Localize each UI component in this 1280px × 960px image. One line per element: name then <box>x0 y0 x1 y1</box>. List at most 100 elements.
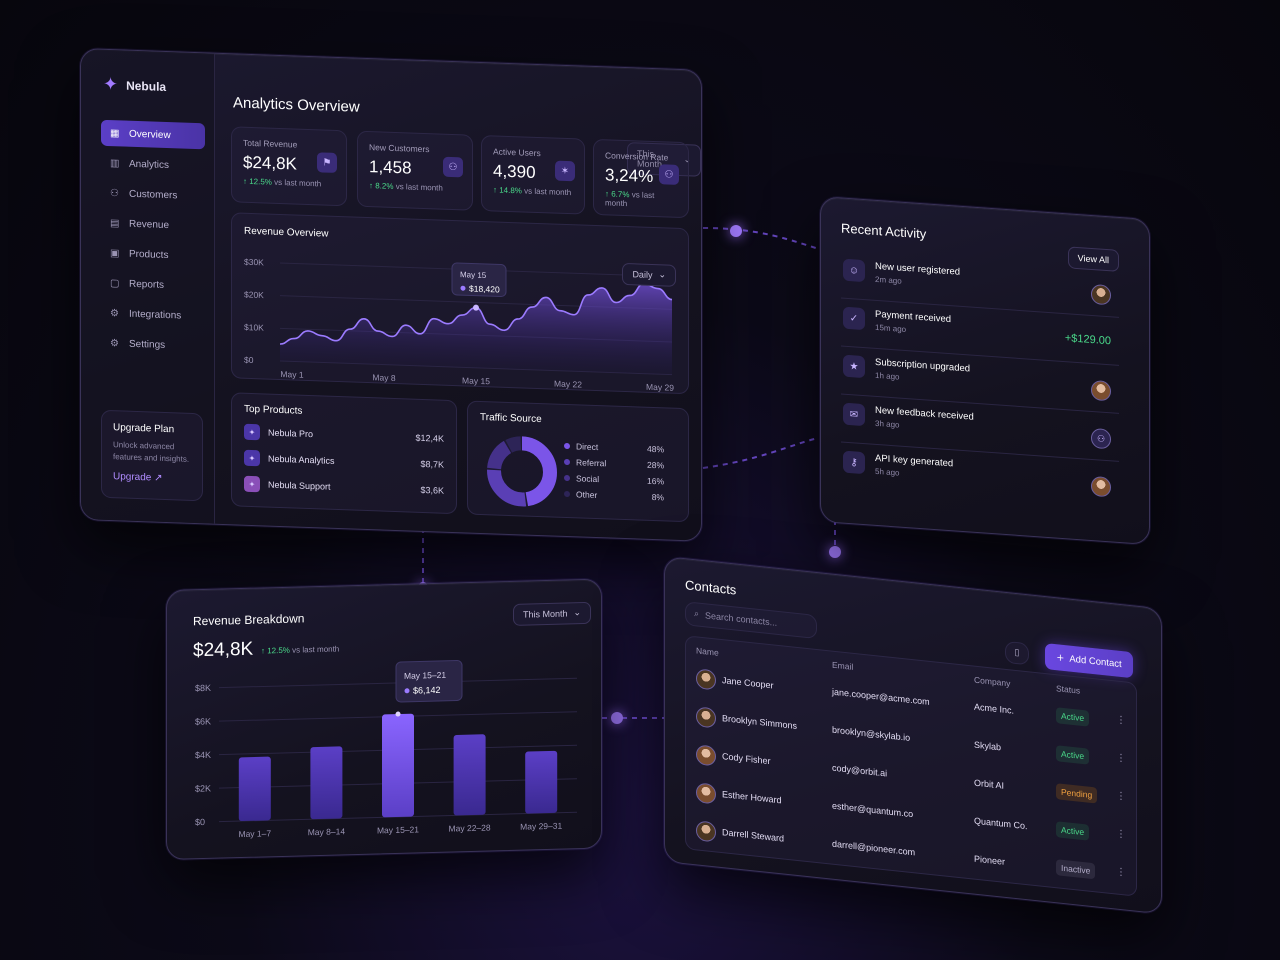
more-options-icon[interactable]: ⋮ <box>1116 790 1126 803</box>
avatar <box>1091 379 1111 402</box>
granularity-select[interactable]: Daily ⌄ <box>622 262 676 287</box>
reports-icon: ▢ <box>110 277 120 289</box>
search-icon: ⌕ <box>694 609 700 620</box>
sidebar-item-overview[interactable]: ▦ Overview <box>101 119 205 150</box>
kpi-total-revenue: Total Revenue $24,8K ↑ 12.5% vs last mon… <box>231 126 347 207</box>
avatar <box>1091 283 1111 306</box>
analytics-icon: ▥ <box>110 157 120 169</box>
product-name: Nebula Support <box>268 479 331 492</box>
activity-time: 3h ago <box>875 418 900 430</box>
contact-name: Cody Fisher <box>722 751 771 767</box>
sidebar-item-label: Analytics <box>129 158 170 171</box>
more-options-icon[interactable]: ⋮ <box>1116 828 1126 841</box>
contacts-panel: Contacts ⌕ Search contacts... ▯ + Add Co… <box>664 556 1162 915</box>
contact-company: Pioneer <box>974 853 1006 867</box>
traffic-name: Other <box>576 489 598 501</box>
tooltip-dot <box>404 688 410 694</box>
y-tick-label: $10K <box>244 322 264 333</box>
product-value: $12,4K <box>415 432 444 444</box>
sidebar-item-label: Settings <box>129 338 166 351</box>
traffic-name: Referral <box>576 457 607 469</box>
contact-email: esther@quantum.co <box>832 800 914 820</box>
column-header-email[interactable]: Email <box>832 659 854 672</box>
legend-dot <box>564 490 570 498</box>
page-title: Analytics Overview <box>233 94 360 116</box>
status-badge: Pending <box>1056 783 1098 804</box>
y-tick-label: $20K <box>244 289 264 300</box>
upgrade-title: Upgrade Plan <box>113 422 175 436</box>
legend-dot <box>564 474 570 482</box>
contact-email: brooklyn@skylab.io <box>832 724 911 743</box>
sidebar-item-revenue[interactable]: ▤ Revenue <box>101 210 205 240</box>
contact-company: Quantum Co. <box>974 815 1028 832</box>
sidebar-item-label: Products <box>129 248 169 261</box>
product-value: $3,6K <box>420 484 444 496</box>
y-tick-label: $2K <box>195 783 211 793</box>
user-plus-icon: ☺ <box>843 258 865 283</box>
bar <box>310 746 343 820</box>
avatar <box>696 820 716 843</box>
traffic-name: Direct <box>576 441 599 453</box>
product-value: $8,7K <box>420 458 444 470</box>
sidebar-item-products[interactable]: ▣ Products <box>101 240 205 270</box>
filter-button[interactable]: ▯ <box>1005 640 1029 666</box>
upgrade-link[interactable]: Upgrade ↗ <box>113 471 163 484</box>
product-icon: ✦ <box>244 423 260 441</box>
x-tick-label: May 8 <box>372 372 395 383</box>
revenue-icon: ▤ <box>110 217 120 229</box>
kpi-change: ↑ 8.2% <box>369 181 394 191</box>
search-input[interactable]: ⌕ Search contacts... <box>685 601 817 640</box>
y-tick-label: $6K <box>195 716 211 726</box>
integrations-icon: ⚙ <box>110 307 119 319</box>
kpi-label: Total Revenue <box>243 137 298 150</box>
app-logo[interactable]: ✦ Nebula <box>103 74 166 97</box>
sidebar-item-customers[interactable]: ⚇ Customers <box>101 180 205 210</box>
column-header-name[interactable]: Name <box>696 645 719 658</box>
activity-time: 2m ago <box>875 274 902 286</box>
sidebar-item-settings[interactable]: ⚙ Settings <box>101 330 205 360</box>
more-options-icon[interactable]: ⋮ <box>1116 866 1126 879</box>
status-badge: Active <box>1056 821 1090 841</box>
revenue-breakdown-panel: $8K $6K $4K $2K $0 May 1–7 May 8–14 May 15–21 Ma… <box>166 578 602 860</box>
traffic-legend-row: Referral 28% <box>564 457 664 470</box>
kpi-change: ↑ 12.5% <box>243 176 272 187</box>
payment-icon: ✓ <box>843 306 865 331</box>
bar <box>238 756 271 822</box>
y-tick-label: $30K <box>244 257 264 268</box>
tooltip-date: May 15 <box>460 270 487 280</box>
breakdown-period-select[interactable]: This Month ⌄ <box>513 601 592 626</box>
product-row[interactable]: ✦ Nebula Analytics $8,7K <box>244 449 444 473</box>
column-header-status[interactable]: Status <box>1056 683 1081 696</box>
sidebar-item-integrations[interactable]: ⚙ Integrations <box>101 300 205 330</box>
sidebar-item-reports[interactable]: ▢ Reports <box>101 270 205 300</box>
activity-time: 5h ago <box>875 466 900 478</box>
column-header-company[interactable]: Company <box>974 674 1011 689</box>
more-options-icon[interactable]: ⋮ <box>1116 752 1126 765</box>
more-options-icon[interactable]: ⋮ <box>1116 714 1126 727</box>
y-tick-label: $0 <box>244 355 254 365</box>
revenue-area <box>280 283 672 375</box>
search-placeholder: Search contacts... <box>705 610 778 628</box>
contact-name: Jane Cooper <box>722 675 774 691</box>
product-icon: ✦ <box>244 449 260 467</box>
add-contact-button[interactable]: + Add Contact <box>1045 643 1133 679</box>
contact-name: Darrell Steward <box>722 827 785 844</box>
avatar <box>1091 475 1111 498</box>
traffic-source-title: Traffic Source <box>480 411 542 426</box>
sidebar-item-label: Reports <box>129 278 165 291</box>
star-icon: ★ <box>843 354 865 379</box>
x-tick-label: May 15 <box>462 375 490 386</box>
view-all-button[interactable]: View All <box>1067 246 1119 272</box>
breakdown-title: Revenue Breakdown <box>193 611 305 629</box>
activity-time: 15m ago <box>875 322 907 335</box>
contact-name: Brooklyn Simmons <box>722 713 798 731</box>
sidebar-item-label: Overview <box>129 128 171 141</box>
product-row[interactable]: ✦ Nebula Pro $12,4K <box>244 423 444 447</box>
status-badge: Active <box>1056 707 1090 727</box>
sidebar-item-analytics[interactable]: ▥ Analytics <box>101 150 205 180</box>
product-row[interactable]: ✦ Nebula Support $3,6K <box>244 475 444 499</box>
legend-dot <box>564 458 570 466</box>
feedback-icon: ✉ <box>843 402 865 427</box>
products-icon: ▣ <box>110 247 120 259</box>
contacts-table: Name Email Company Status Jane Cooper ja… <box>685 635 1137 897</box>
